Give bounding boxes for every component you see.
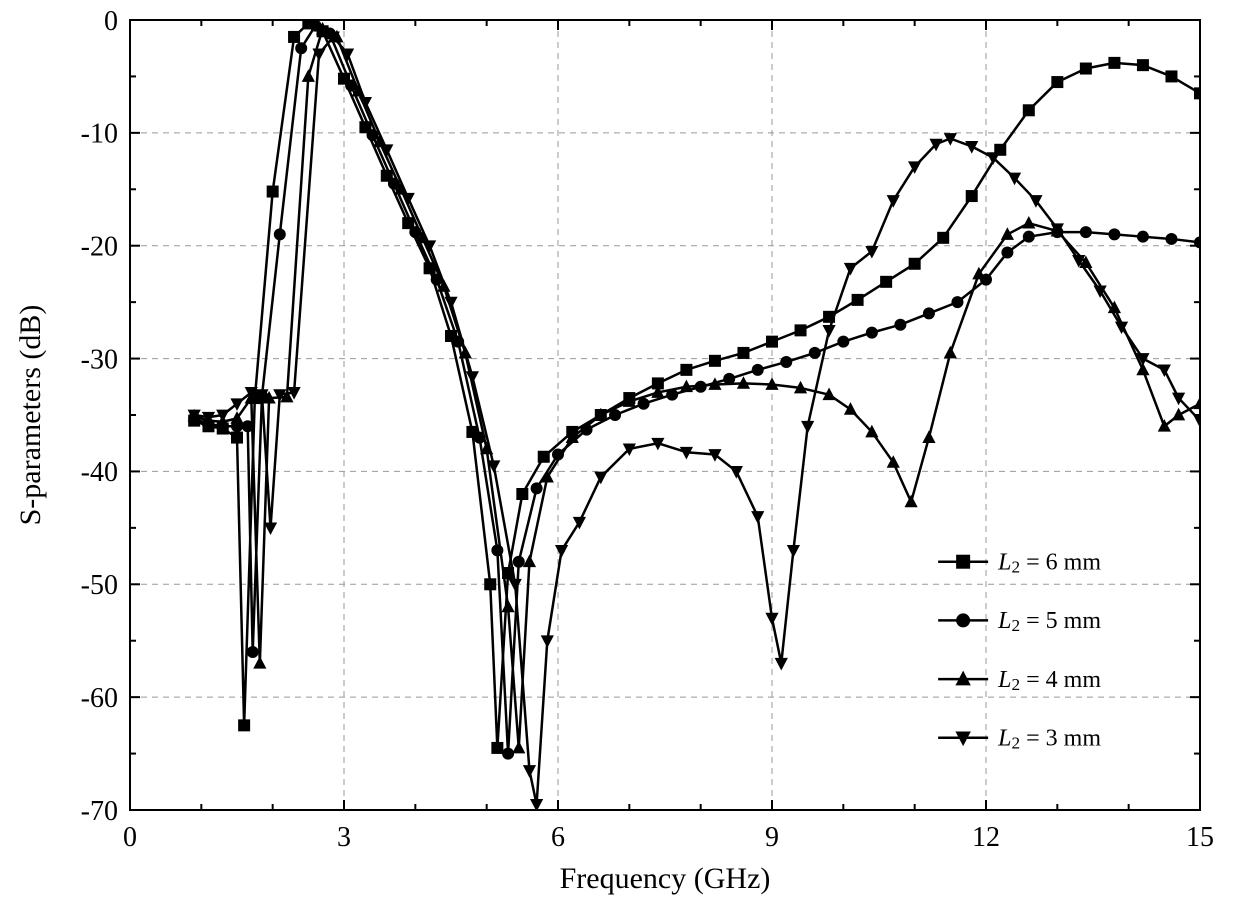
chart-svg: 0 3 6 9 12 15 -70 -60 -50 -40 -30 -20 -10 0 Frequency …	[0, 0, 1240, 910]
marker-circle	[752, 364, 764, 376]
marker-square	[267, 186, 279, 198]
y-tick-label: -60	[81, 683, 118, 714]
marker-square	[538, 451, 550, 463]
y-tick-label: -50	[81, 570, 118, 601]
marker-circle	[1001, 246, 1013, 258]
marker-square	[1137, 59, 1149, 71]
y-axis-label: S-parameters (dB)	[14, 305, 47, 526]
x-tick-label: 9	[765, 822, 779, 853]
chart-bg	[0, 0, 1240, 910]
marker-circle	[951, 296, 963, 308]
marker-square	[956, 555, 970, 569]
marker-circle	[247, 646, 259, 658]
x-tick-label: 12	[972, 822, 1000, 853]
marker-square	[1051, 76, 1063, 88]
marker-circle	[780, 356, 792, 368]
marker-square	[231, 432, 243, 444]
y-tick-label: -20	[81, 232, 118, 263]
x-tick-label: 6	[551, 822, 565, 853]
chart-container: 0 3 6 9 12 15 -70 -60 -50 -40 -30 -20 -10 0 Frequency …	[0, 0, 1240, 910]
marker-square	[1165, 70, 1177, 82]
marker-square	[909, 258, 921, 270]
marker-square	[880, 276, 892, 288]
marker-circle	[513, 556, 525, 568]
marker-circle	[1080, 226, 1092, 238]
marker-square	[852, 294, 864, 306]
marker-circle	[923, 307, 935, 319]
marker-circle	[837, 336, 849, 348]
y-tick-label: -30	[81, 344, 118, 375]
marker-circle	[1108, 228, 1120, 240]
marker-circle	[809, 347, 821, 359]
marker-square	[680, 364, 692, 376]
marker-circle	[894, 319, 906, 331]
marker-square	[795, 324, 807, 336]
y-tick-label: 0	[104, 6, 118, 37]
marker-square	[238, 719, 250, 731]
marker-square	[1108, 57, 1120, 69]
marker-circle	[866, 327, 878, 339]
x-tick-label: 0	[123, 822, 137, 853]
marker-square	[966, 190, 978, 202]
marker-circle	[1023, 231, 1035, 243]
marker-square	[491, 742, 503, 754]
marker-circle	[1137, 231, 1149, 243]
marker-square	[1023, 104, 1035, 116]
marker-circle	[956, 613, 970, 627]
marker-square	[937, 232, 949, 244]
marker-square	[516, 488, 528, 500]
y-tick-label: -40	[81, 457, 118, 488]
x-axis-label: Frequency (GHz)	[560, 862, 771, 895]
marker-square	[766, 336, 778, 348]
marker-circle	[1165, 233, 1177, 245]
marker-circle	[502, 748, 514, 760]
marker-square	[709, 355, 721, 367]
marker-square	[288, 31, 300, 43]
marker-square	[484, 578, 496, 590]
y-tick-label: -10	[81, 119, 118, 150]
marker-square	[1080, 63, 1092, 75]
y-tick-label: -70	[81, 796, 118, 827]
x-tick-label: 3	[337, 822, 351, 853]
marker-circle	[295, 42, 307, 54]
marker-circle	[274, 228, 286, 240]
marker-square	[737, 347, 749, 359]
x-tick-label: 15	[1186, 822, 1214, 853]
marker-circle	[531, 482, 543, 494]
